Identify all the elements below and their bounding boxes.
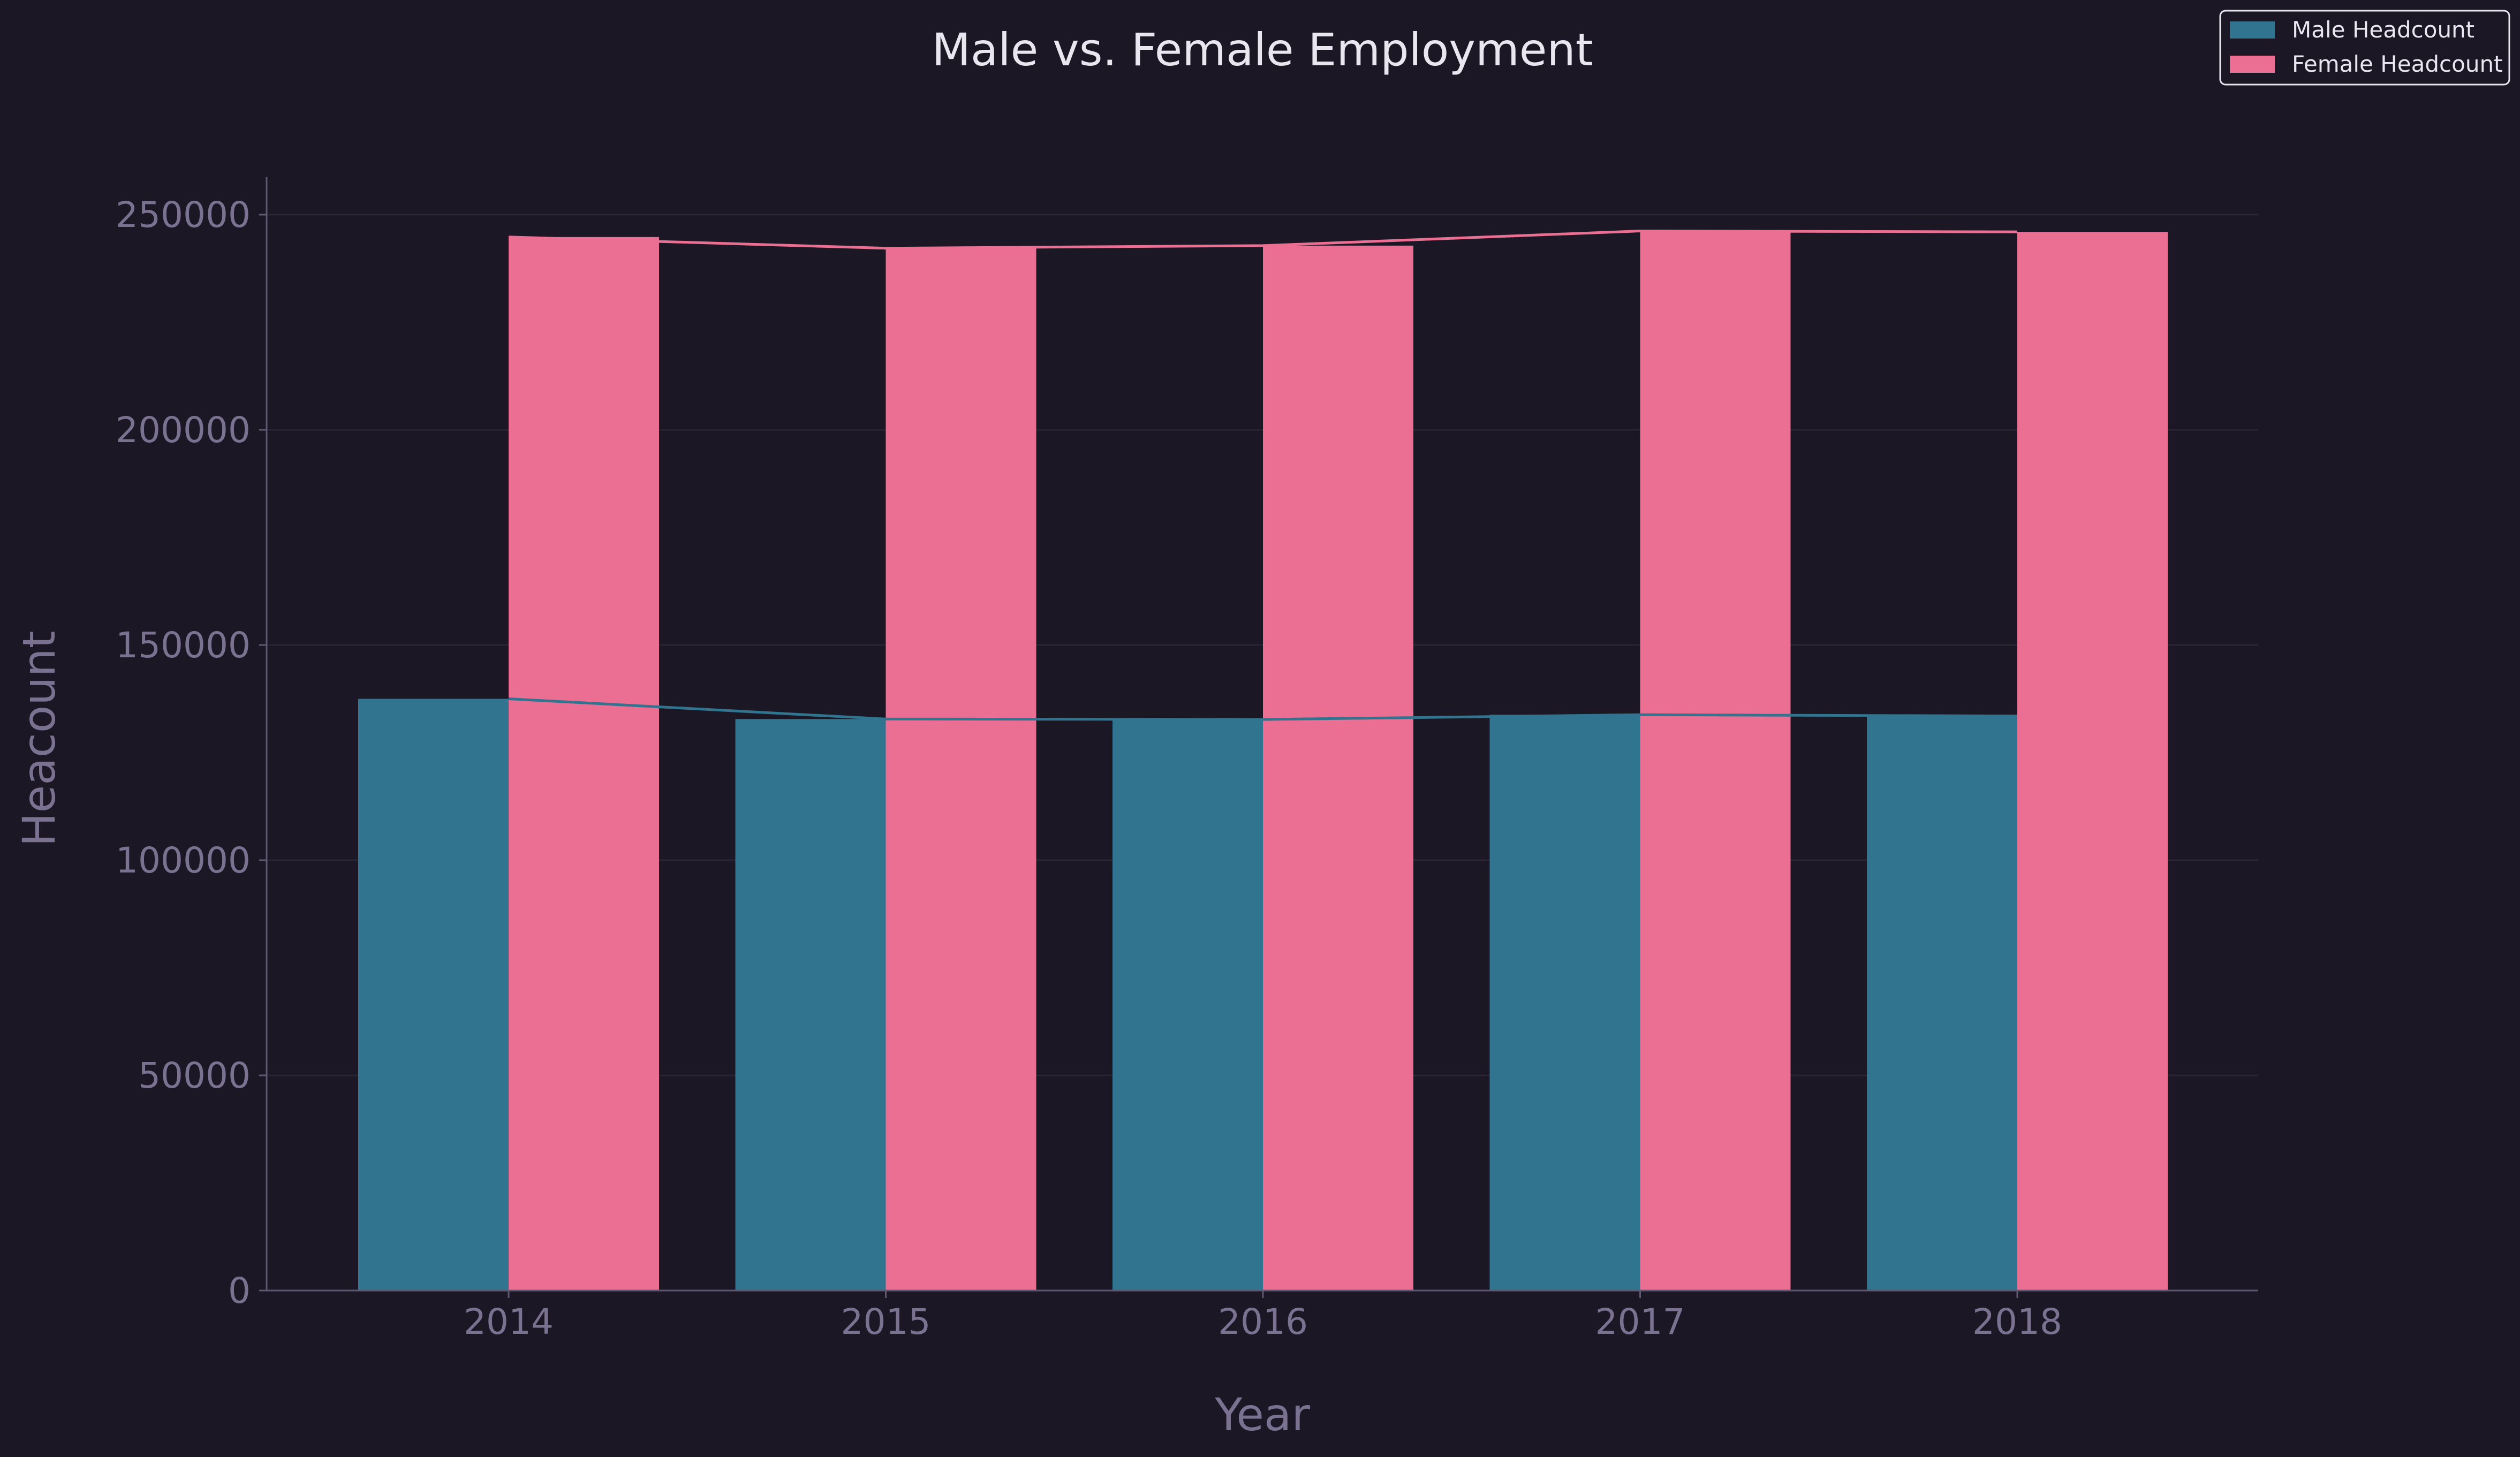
- x-tick-label: 2015: [841, 1301, 931, 1342]
- bar-male-2017[interactable]: [1489, 715, 1640, 1291]
- x-axis-label: Year: [1214, 1388, 1310, 1441]
- bar-male-2014[interactable]: [358, 699, 509, 1291]
- legend-label-male: Male Headcount: [2292, 17, 2474, 43]
- chart-title: Male vs. Female Employment: [932, 24, 1593, 76]
- bars: [358, 231, 2168, 1291]
- legend-swatch-male: [2230, 21, 2275, 39]
- y-tick-label: 150000: [116, 625, 251, 666]
- legend-label-female: Female Headcount: [2292, 51, 2503, 77]
- bar-male-2018[interactable]: [1867, 716, 2017, 1291]
- bar-female-2016[interactable]: [1263, 245, 1413, 1291]
- bar-female-2017[interactable]: [1640, 231, 1791, 1291]
- x-tick-label: 2014: [464, 1301, 554, 1342]
- y-axis-label: Heacount: [13, 631, 65, 846]
- y-tick-label: 250000: [116, 194, 251, 236]
- trend-lines: [508, 230, 2018, 721]
- bar-female-2014[interactable]: [509, 237, 659, 1291]
- legend[interactable]: Male Headcount Female Headcount: [2219, 10, 2510, 86]
- y-tick-label: 50000: [138, 1055, 251, 1096]
- bar-female-2015[interactable]: [886, 248, 1036, 1291]
- x-tick-label: 2017: [1595, 1301, 1685, 1342]
- bar-female-2018[interactable]: [2017, 232, 2168, 1291]
- x-axis-ticks: 2014 2015 2016 2017 2018: [464, 1291, 2062, 1342]
- y-tick-label: 100000: [116, 840, 251, 881]
- x-tick-label: 2018: [1972, 1301, 2062, 1342]
- x-tick-label: 2016: [1218, 1301, 1308, 1342]
- bar-male-2015[interactable]: [735, 719, 886, 1291]
- bar-male-2016[interactable]: [1113, 719, 1263, 1291]
- line-female-headcount: [508, 230, 2018, 250]
- y-tick-label: 200000: [116, 409, 251, 451]
- y-axis-ticks: 0 50000 100000 150000 200000 250000: [116, 194, 267, 1311]
- line-male-headcount: [508, 697, 2018, 721]
- y-tick-label: 0: [228, 1270, 251, 1311]
- legend-swatch-female: [2230, 56, 2275, 73]
- legend-frame: [2219, 10, 2510, 86]
